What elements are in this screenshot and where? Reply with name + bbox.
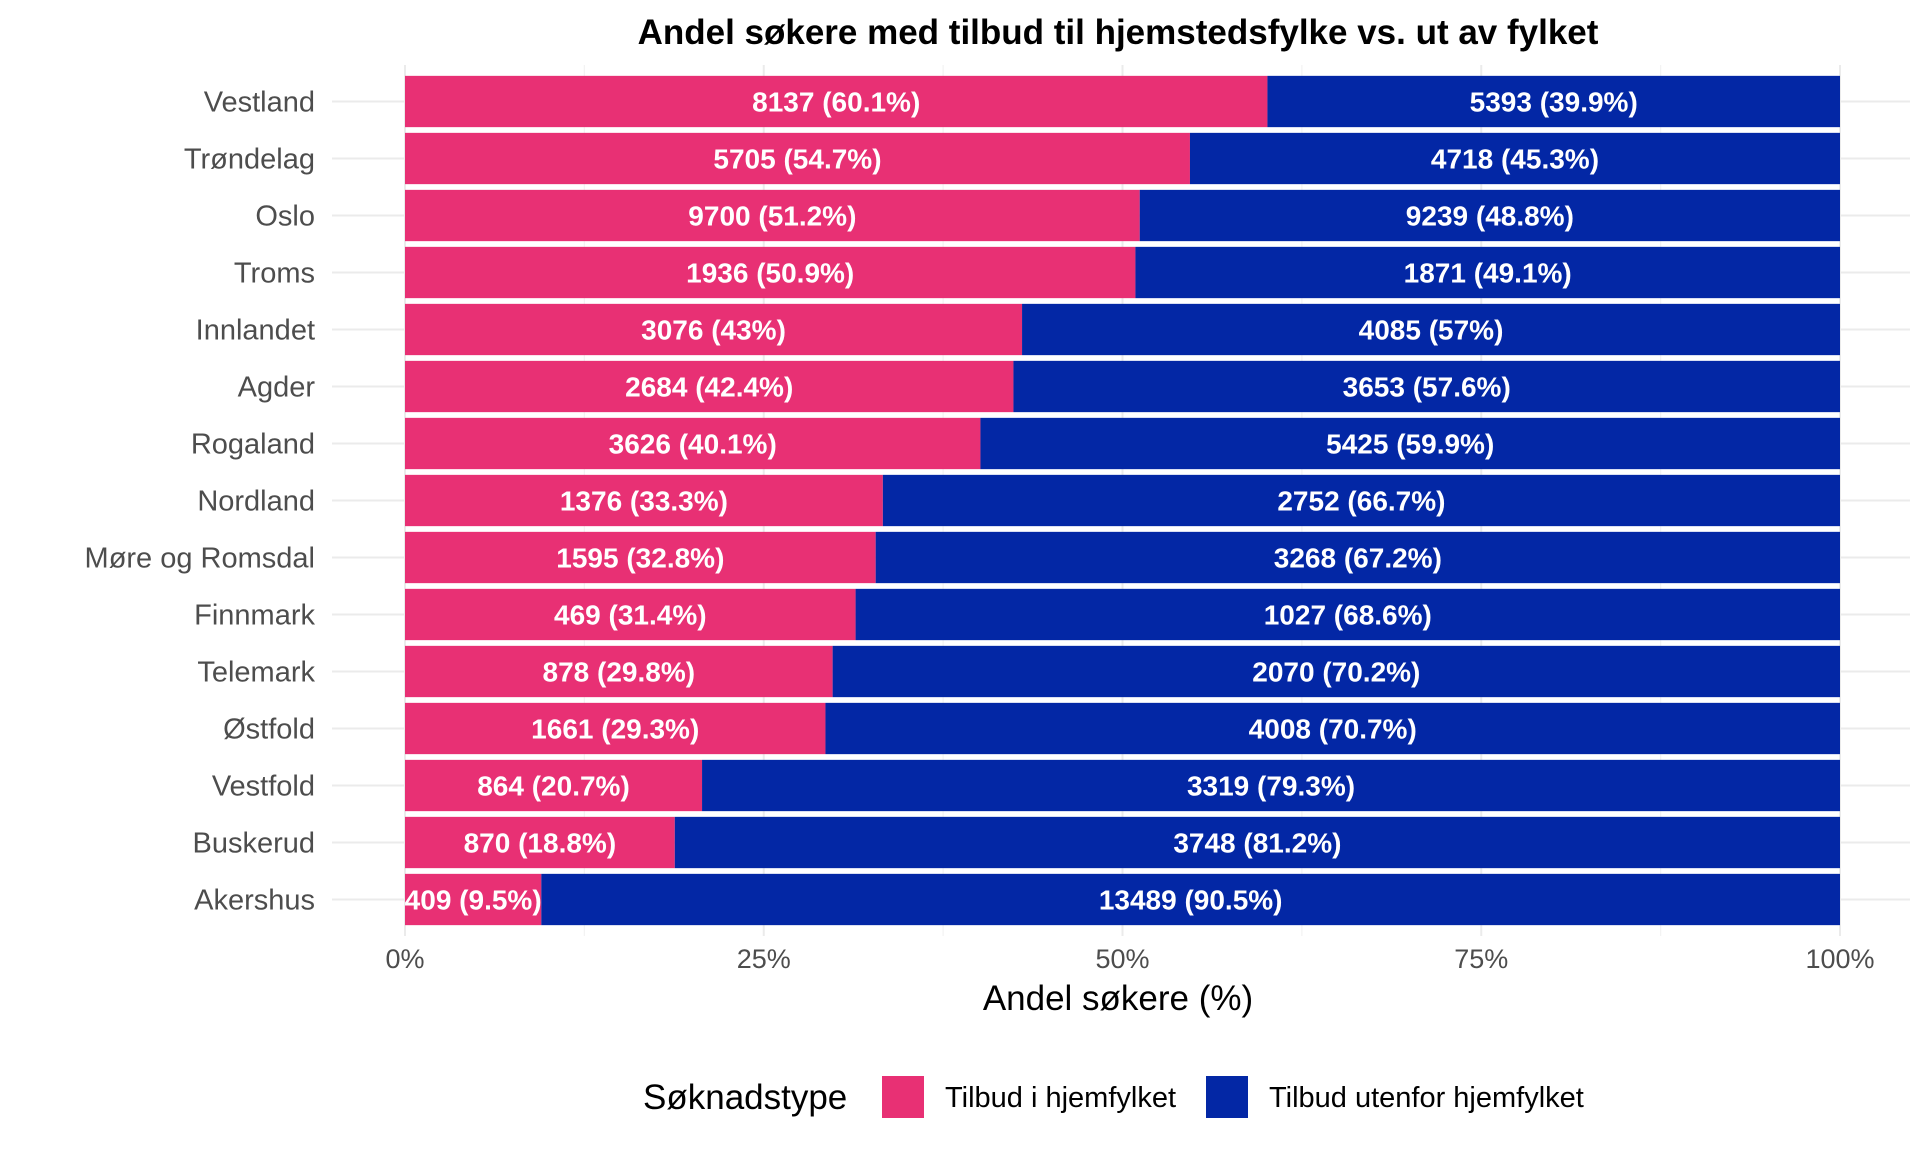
bar-label-stfold-home: 1661 (29.3%)	[531, 714, 699, 745]
bar-nordland-home	[405, 474, 883, 527]
bar-label-innlandet-home: 3076 (43%)	[641, 315, 786, 346]
bar-label-tr-ndelag-outside: 4718 (45.3%)	[1431, 144, 1599, 175]
bar-label-troms-outside: 1871 (49.1%)	[1404, 258, 1572, 289]
bar-finnmark-outside	[855, 588, 1840, 641]
bar-agder-home	[405, 360, 1014, 413]
bar-telemark-home	[405, 645, 833, 698]
bar-akershus-home	[405, 873, 542, 926]
bar-label-akershus-outside: 13489 (90.5%)	[1099, 885, 1283, 916]
bar-vestfold-outside	[702, 759, 1841, 812]
bar-label-buskerud-home: 870 (18.8%)	[464, 828, 617, 859]
bar-label-telemark-outside: 2070 (70.2%)	[1252, 657, 1420, 688]
bar-akershus-outside	[541, 873, 1841, 926]
bar-label-agder-home: 2684 (42.4%)	[625, 372, 793, 403]
bars: 8137 (60.1%) 5393 (39.9%) 5705 (54.7%) 4718…	[405, 75, 1841, 926]
bar-troms-outside	[1135, 246, 1840, 299]
legend-title: Søknadstype	[643, 1078, 847, 1117]
bar-oslo-outside	[1139, 189, 1840, 242]
x-tick-label: 75%	[1454, 944, 1508, 974]
category-label-rogaland: Rogaland	[191, 429, 315, 461]
category-label-stfold: Østfold	[223, 714, 315, 746]
bar-oslo-home	[405, 189, 1140, 242]
category-label-oslo: Oslo	[255, 201, 315, 233]
bar-label-nordland-outside: 2752 (66.7%)	[1277, 486, 1445, 517]
legend-label-outside: Tilbud utenfor hjemfylket	[1269, 1082, 1584, 1114]
bar-label-oslo-outside: 9239 (48.8%)	[1406, 201, 1574, 232]
bar-tr-ndelag-outside	[1189, 132, 1840, 185]
bar-label-nordland-home: 1376 (33.3%)	[560, 486, 728, 517]
bar-label-stfold-outside: 4008 (70.7%)	[1249, 714, 1417, 745]
legend: Søknadstype Tilbud i hjemfylket Tilbud u…	[643, 1076, 1584, 1118]
bar-innlandet-outside	[1022, 303, 1840, 356]
bar-label-vestland-home: 8137 (60.1%)	[752, 87, 920, 118]
bar-tr-ndelag-home	[405, 132, 1190, 185]
bar-label-akershus-home: 409 (9.5%)	[405, 885, 542, 916]
bar-label-agder-outside: 3653 (57.6%)	[1343, 372, 1511, 403]
bar-nordland-outside	[882, 474, 1840, 527]
bar-label-vestfold-outside: 3319 (79.3%)	[1187, 771, 1355, 802]
bar-label-tr-ndelag-home: 5705 (54.7%)	[713, 144, 881, 175]
category-label-tr-ndelag: Trøndelag	[184, 144, 315, 176]
x-axis-title: Andel søkere (%)	[983, 979, 1253, 1018]
category-label-buskerud: Buskerud	[192, 828, 315, 860]
bar-troms-home	[405, 246, 1136, 299]
bar-finnmark-home	[405, 588, 856, 641]
bar-rogaland-home	[405, 417, 981, 470]
category-label-vestland: Vestland	[204, 87, 315, 119]
legend-swatch-outside	[1206, 1076, 1248, 1118]
category-label-m-re-og-romsdal: Møre og Romsdal	[85, 543, 315, 575]
bar-label-rogaland-home: 3626 (40.1%)	[609, 429, 777, 460]
x-tick-label: 25%	[737, 944, 791, 974]
bar-label-finnmark-outside: 1027 (68.6%)	[1264, 600, 1432, 631]
category-labels: Vestland Trøndelag Oslo Troms Innlandet Agder…	[85, 87, 316, 917]
bar-label-m-re-og-romsdal-home: 1595 (32.8%)	[556, 543, 724, 574]
category-label-troms: Troms	[234, 258, 315, 290]
category-label-innlandet: Innlandet	[196, 315, 315, 347]
x-tick-label: 100%	[1805, 944, 1874, 974]
bar-telemark-outside	[832, 645, 1840, 698]
category-label-nordland: Nordland	[197, 486, 315, 518]
bar-label-oslo-home: 9700 (51.2%)	[688, 201, 856, 232]
bar-label-vestfold-home: 864 (20.7%)	[477, 771, 630, 802]
bar-label-buskerud-outside: 3748 (81.2%)	[1173, 828, 1341, 859]
bar-stfold-outside	[825, 702, 1840, 755]
bar-label-m-re-og-romsdal-outside: 3268 (67.2%)	[1274, 543, 1442, 574]
bar-stfold-home	[405, 702, 826, 755]
chart-title: Andel søkere med tilbud til hjemstedsfyl…	[638, 13, 1599, 52]
category-label-finnmark: Finnmark	[194, 600, 315, 632]
bar-vestfold-home	[405, 759, 703, 812]
x-tick-labels: 0% 25% 50% 75% 100%	[385, 944, 1874, 974]
bar-label-innlandet-outside: 4085 (57%)	[1359, 315, 1504, 346]
bar-m-re-og-romsdal-home	[405, 531, 876, 584]
bar-label-troms-home: 1936 (50.9%)	[686, 258, 854, 289]
bar-buskerud-home	[405, 816, 675, 869]
bar-label-vestland-outside: 5393 (39.9%)	[1470, 87, 1638, 118]
x-tick-label: 50%	[1095, 944, 1149, 974]
bar-label-telemark-home: 878 (29.8%)	[543, 657, 696, 688]
category-label-akershus: Akershus	[194, 885, 315, 917]
bar-vestland-home	[405, 75, 1268, 128]
bar-vestland-outside	[1267, 75, 1840, 128]
bar-agder-outside	[1013, 360, 1840, 413]
bar-buskerud-outside	[674, 816, 1840, 869]
bar-rogaland-outside	[980, 417, 1840, 470]
x-tick-label: 0%	[385, 944, 424, 974]
bar-innlandet-home	[405, 303, 1023, 356]
bar-label-rogaland-outside: 5425 (59.9%)	[1326, 429, 1494, 460]
category-label-vestfold: Vestfold	[212, 771, 315, 803]
category-label-agder: Agder	[238, 372, 316, 404]
legend-swatch-home	[882, 1076, 924, 1118]
bar-m-re-og-romsdal-outside	[875, 531, 1840, 584]
bar-label-finnmark-home: 469 (31.4%)	[554, 600, 707, 631]
category-label-telemark: Telemark	[197, 657, 315, 689]
legend-label-home: Tilbud i hjemfylket	[945, 1082, 1176, 1114]
